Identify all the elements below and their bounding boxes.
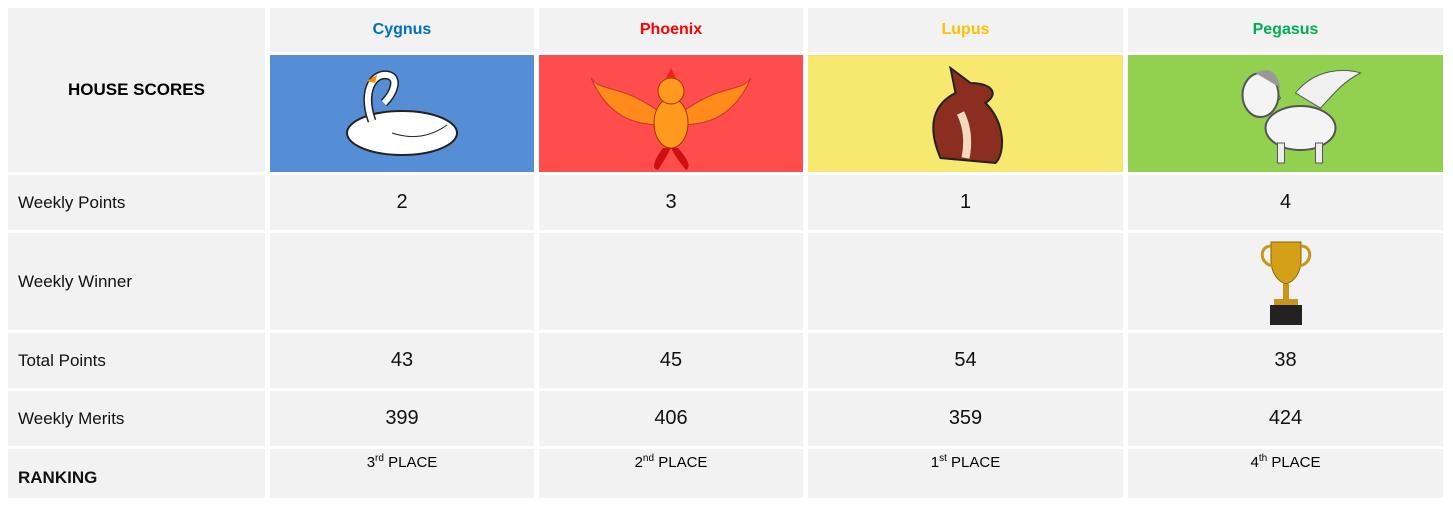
emblem-art — [932, 65, 1004, 165]
score-cell: 399 — [270, 391, 534, 446]
score-cell: 45 — [539, 333, 803, 388]
place-suffix: rd — [375, 453, 384, 464]
score-cell: 2 — [270, 175, 534, 230]
score-value: 2 — [396, 191, 408, 213]
place-number: 4 — [1250, 454, 1259, 471]
emblem-art — [1241, 69, 1362, 164]
ranking-text: 4th PLACE — [1250, 453, 1320, 471]
score-cell — [539, 233, 803, 330]
score-value: 359 — [948, 407, 983, 429]
ranking-cell: 1st PLACE — [808, 449, 1123, 498]
ranking-cell: 2nd PLACE — [539, 449, 803, 498]
score-cell: 38 — [1128, 333, 1443, 388]
place-word: PLACE — [388, 454, 438, 471]
emblem-art — [590, 68, 752, 170]
score-cell: 54 — [808, 333, 1123, 388]
house-name-cell: Pegasus — [1128, 8, 1443, 52]
score-value: 54 — [954, 349, 977, 371]
place-number: 2 — [634, 454, 643, 471]
place-suffix: th — [1258, 453, 1268, 464]
row-label: Weekly Winner — [8, 233, 265, 330]
place-number: 1 — [930, 454, 940, 471]
score-value: 399 — [385, 407, 419, 429]
place-number: 3 — [366, 454, 376, 471]
house-scores-table: HOUSE SCORES Cygnus Phoenix Lupus Pegasus Wee… — [8, 8, 1443, 498]
row-label: Weekly Points — [8, 175, 265, 230]
house-emblem — [808, 55, 1123, 172]
ranking-text: 2nd PLACE — [635, 453, 708, 471]
score-cell: 1 — [808, 175, 1123, 230]
ranking-text: 3rd PLACE — [367, 453, 438, 471]
score-value: 38 — [1274, 349, 1297, 371]
score-cell: 406 — [539, 391, 803, 446]
score-value: 4 — [1279, 191, 1292, 213]
score-value: 3 — [665, 191, 677, 213]
score-value: 406 — [654, 407, 688, 429]
house-emblem — [270, 55, 534, 172]
row-label: Total Points — [8, 333, 265, 388]
house-emblem — [1128, 55, 1443, 172]
place-word: PLACE — [1271, 454, 1321, 471]
house-emblem — [539, 55, 803, 172]
emblem-art — [346, 70, 458, 156]
place-suffix: nd — [642, 453, 655, 464]
house-name-cell: Cygnus — [270, 8, 534, 52]
row-label: RANKING — [8, 449, 265, 498]
place-word: PLACE — [951, 454, 1001, 471]
score-value: 43 — [390, 349, 414, 371]
title-cell: HOUSE SCORES — [8, 8, 265, 172]
score-cell: 359 — [808, 391, 1123, 446]
ranking-cell: 3rd PLACE — [270, 449, 534, 498]
score-cell: 3 — [539, 175, 803, 230]
table-title: HOUSE SCORES — [68, 80, 205, 99]
row-label: Weekly Merits — [8, 391, 265, 446]
score-cell: 424 — [1128, 391, 1443, 446]
place-suffix: st — [939, 453, 947, 464]
score-value: 1 — [959, 191, 972, 213]
house-name-cell: Lupus — [808, 8, 1123, 52]
score-cell: 4 — [1128, 175, 1443, 230]
house-name-cell: Phoenix — [539, 8, 803, 52]
ranking-cell: 4th PLACE — [1128, 449, 1443, 498]
score-cell — [1128, 233, 1443, 330]
score-value: 424 — [1268, 407, 1303, 429]
score-cell: 43 — [270, 333, 534, 388]
ranking-text: 1st PLACE — [931, 453, 1001, 471]
score-cell — [270, 233, 534, 330]
place-word: PLACE — [658, 454, 708, 471]
score-value: 45 — [659, 349, 683, 371]
trophy-icon — [1260, 241, 1311, 325]
score-cell — [808, 233, 1123, 330]
